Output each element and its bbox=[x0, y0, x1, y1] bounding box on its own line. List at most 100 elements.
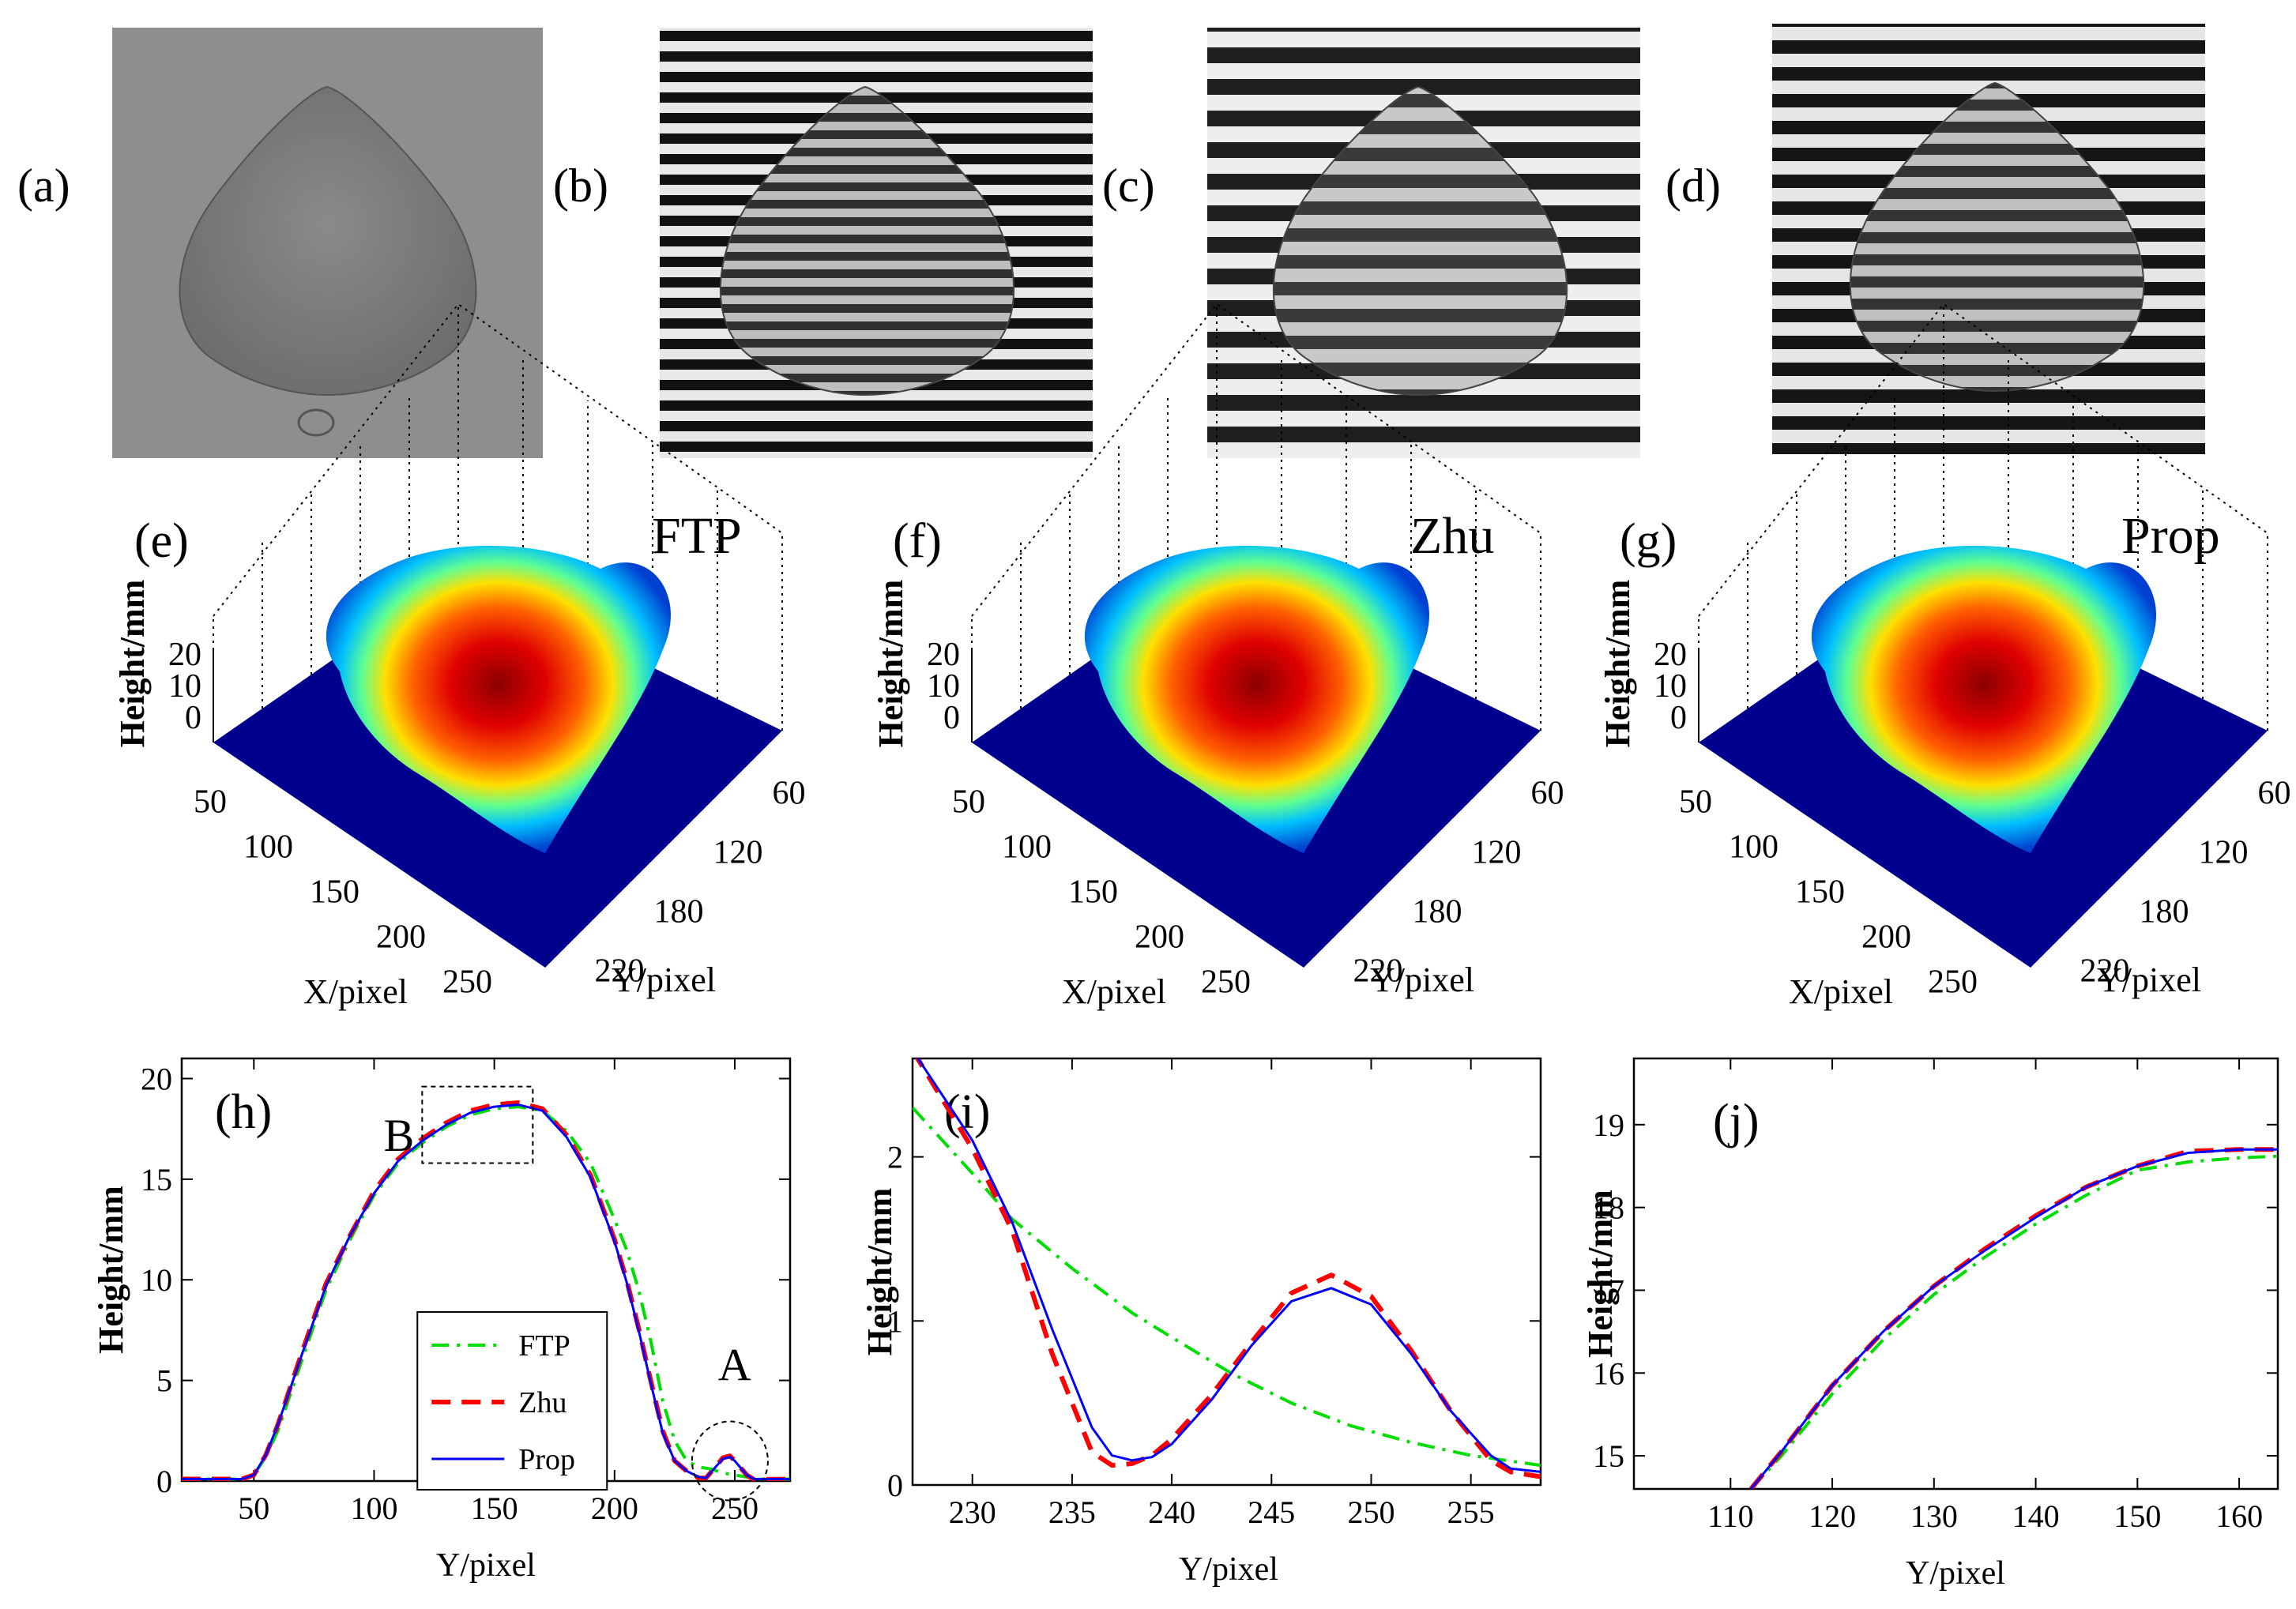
x-tick-label: 200 bbox=[1135, 919, 1184, 956]
x-tick-label: 100 bbox=[350, 1491, 397, 1526]
x-tick-label: 250 bbox=[442, 964, 492, 1001]
y-axis-label: Y/pixel bbox=[2097, 961, 2201, 999]
surface-heart bbox=[1084, 545, 1429, 853]
y-tick-label: 60 bbox=[773, 776, 806, 812]
x-tick-label: 150 bbox=[471, 1491, 518, 1526]
y-tick-label: 10 bbox=[141, 1262, 172, 1298]
series-line-prop bbox=[917, 1058, 1541, 1473]
surface-panel-prop: 20100Height/mm50100150200250X/pixel60120… bbox=[1598, 303, 2291, 1011]
x-axis-label: X/pixel bbox=[1789, 972, 1893, 1011]
x-tick-label: 50 bbox=[238, 1491, 269, 1526]
x-tick-label: 50 bbox=[1679, 784, 1712, 821]
y-axis-label: Y/pixel bbox=[1370, 961, 1474, 999]
series-line-ftp bbox=[182, 1105, 790, 1481]
x-tick-label: 50 bbox=[194, 784, 227, 821]
series-line-ftp bbox=[1749, 1154, 2278, 1489]
y-tick-label: 220 bbox=[1353, 953, 1403, 990]
z-axis-label: Height/mm bbox=[1598, 580, 1637, 748]
panel-label-d: (d) bbox=[1666, 160, 1721, 212]
y-tick-label: 180 bbox=[1413, 894, 1462, 930]
x-tick-label: 100 bbox=[1002, 829, 1052, 866]
panel-b: (b) bbox=[553, 28, 1093, 458]
y-tick-label: 220 bbox=[2080, 953, 2130, 990]
x-tick-label: 250 bbox=[1201, 964, 1251, 1001]
surface-panel-label: (e) bbox=[134, 514, 189, 568]
x-tick-label: 140 bbox=[2012, 1498, 2060, 1534]
x-tick-label: 200 bbox=[1861, 919, 1911, 956]
chart-panel-2: 110 120 130 140 150 160 15 16 17 18 19 Y/pixel Heigh… bbox=[1581, 1057, 2279, 1592]
x-axis-label: X/pixel bbox=[303, 972, 408, 1011]
x-axis-label: X/pixel bbox=[1062, 972, 1166, 1011]
z-tick-label: 0 bbox=[185, 700, 201, 736]
y-tick-label: 17 bbox=[1593, 1273, 1624, 1308]
region-b-box bbox=[421, 1085, 534, 1164]
x-tick-label: 120 bbox=[1809, 1498, 1856, 1534]
x-tick-label: 130 bbox=[1910, 1498, 1958, 1534]
x-tick-label: 200 bbox=[376, 919, 426, 956]
legend-label: Zhu bbox=[518, 1386, 566, 1419]
y-tick-label: 120 bbox=[713, 835, 763, 871]
x-tick-label: 230 bbox=[949, 1494, 996, 1530]
surface-heart bbox=[326, 545, 671, 853]
surface-panel-label: (f) bbox=[893, 514, 942, 568]
y-tick-label: 1 bbox=[887, 1303, 903, 1339]
x-tick-label: 100 bbox=[1729, 829, 1778, 866]
panel-label-a: (a) bbox=[17, 160, 70, 212]
y-tick-label: 120 bbox=[2199, 835, 2249, 871]
surface-method-label: Prop bbox=[2121, 507, 2220, 565]
x-axis-label: Y/pixel bbox=[1179, 1551, 1278, 1588]
surface-panel-zhu: 20100Height/mm50100150200250X/pixel60120… bbox=[871, 303, 1564, 1011]
x-tick-label: 100 bbox=[243, 829, 293, 866]
z-tick-label: 0 bbox=[1670, 700, 1687, 736]
x-tick-label: 250 bbox=[1928, 964, 1978, 1001]
series-line-prop bbox=[1749, 1148, 2278, 1489]
panel-a: (a) bbox=[17, 28, 543, 458]
chart-panel-0: 50 100 150 200 250 0 5 10 15 20 Y/pixel Height/mm (h… bbox=[92, 1057, 792, 1584]
chart-panel-label: (j) bbox=[1713, 1095, 1760, 1148]
x-axis-label: Y/pixel bbox=[1906, 1555, 2005, 1592]
x-tick-label: 150 bbox=[1068, 874, 1118, 911]
petal-shape bbox=[179, 85, 477, 397]
z-axis-label: Height/mm bbox=[113, 580, 152, 748]
y-tick-label: 2 bbox=[887, 1140, 903, 1175]
fringe-petal-d bbox=[1849, 81, 2145, 393]
panel-c: (c) bbox=[1102, 28, 1640, 458]
y-axis-label: Height/mm bbox=[860, 1188, 899, 1356]
y-tick-label: 18 bbox=[1593, 1190, 1624, 1226]
y-axis-label: Y/pixel bbox=[612, 961, 716, 999]
series-line-prop bbox=[182, 1103, 790, 1480]
y-tick-label: 220 bbox=[595, 953, 645, 990]
y-tick-label: 15 bbox=[1593, 1438, 1624, 1474]
z-tick-label: 10 bbox=[927, 668, 960, 705]
panel-d: (d) bbox=[1666, 24, 2205, 454]
surface-heart bbox=[1811, 545, 2156, 853]
surface-method-label: FTP bbox=[652, 507, 742, 565]
x-tick-label: 255 bbox=[1447, 1494, 1495, 1530]
series-line-zhu bbox=[1748, 1147, 2278, 1489]
y-axis-label: Height/mm bbox=[1581, 1190, 1620, 1358]
surface-panel-ftp: 20100Height/mm50100150200250X/pixel60120… bbox=[113, 303, 806, 1011]
y-tick-label: 60 bbox=[1531, 776, 1564, 812]
petal-bubble bbox=[297, 408, 335, 437]
x-tick-label: 250 bbox=[1347, 1494, 1395, 1530]
z-tick-label: 20 bbox=[927, 637, 960, 673]
x-tick-label: 110 bbox=[1707, 1498, 1754, 1534]
x-tick-label: 245 bbox=[1248, 1494, 1295, 1530]
surface-panel-label: (g) bbox=[1620, 514, 1677, 568]
panel-label-b: (b) bbox=[553, 160, 608, 212]
y-tick-label: 0 bbox=[887, 1468, 903, 1503]
y-axis-label: Height/mm bbox=[92, 1186, 130, 1354]
plot-frame bbox=[1632, 1057, 2279, 1491]
legend-label: FTP bbox=[518, 1329, 570, 1363]
fringe-petal-c bbox=[1272, 85, 1568, 397]
z-tick-label: 20 bbox=[1654, 637, 1687, 673]
surface-method-label: Zhu bbox=[1410, 507, 1494, 565]
panel-label-c: (c) bbox=[1102, 160, 1155, 212]
plot-frame bbox=[911, 1057, 1542, 1487]
chart-panel-label: (h) bbox=[215, 1085, 272, 1139]
z-axis-label: Height/mm bbox=[871, 580, 910, 748]
legend-label: Prop bbox=[518, 1443, 575, 1476]
x-tick-label: 160 bbox=[2215, 1498, 2263, 1534]
